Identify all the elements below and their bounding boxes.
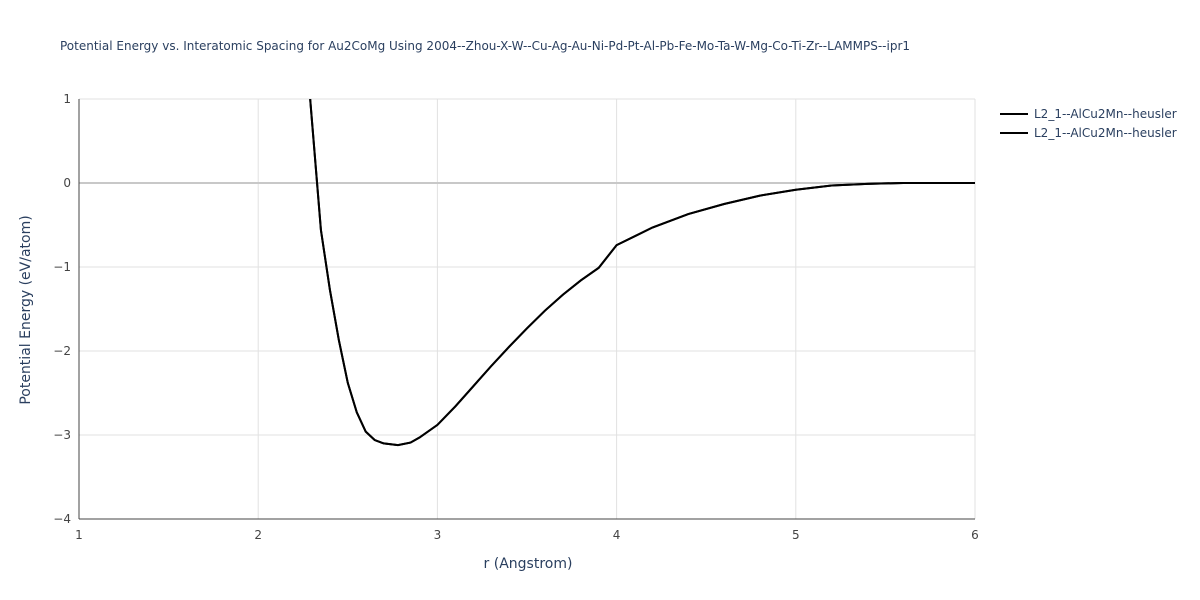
x-tick-label: 4 [613,528,621,542]
y-tick-label: 1 [63,92,71,106]
x-tick-label: 3 [434,528,442,542]
x-tick-label: 5 [792,528,800,542]
y-tick-label: −2 [53,344,71,358]
line [309,99,975,447]
legend-label: L2_1--AlCu2Mn--heusler [1034,107,1177,121]
y-tick-label: 0 [63,176,71,190]
y-axis-label: Potential Energy (eV/atom) [18,215,34,404]
y-tick-label: −4 [53,512,71,526]
x-tick-label: 1 [75,528,83,542]
x-tick-label: 2 [254,528,262,542]
x-axis-label: r (Angstrom) [484,556,573,572]
line [309,99,975,447]
y-tick-label: −1 [53,260,71,274]
y-tick-label: −3 [53,428,71,442]
x-tick-label: 6 [971,528,979,542]
legend-label: L2_1--AlCu2Mn--heusler [1034,126,1177,140]
chart-title: Potential Energy vs. Interatomic Spacing… [60,39,910,53]
